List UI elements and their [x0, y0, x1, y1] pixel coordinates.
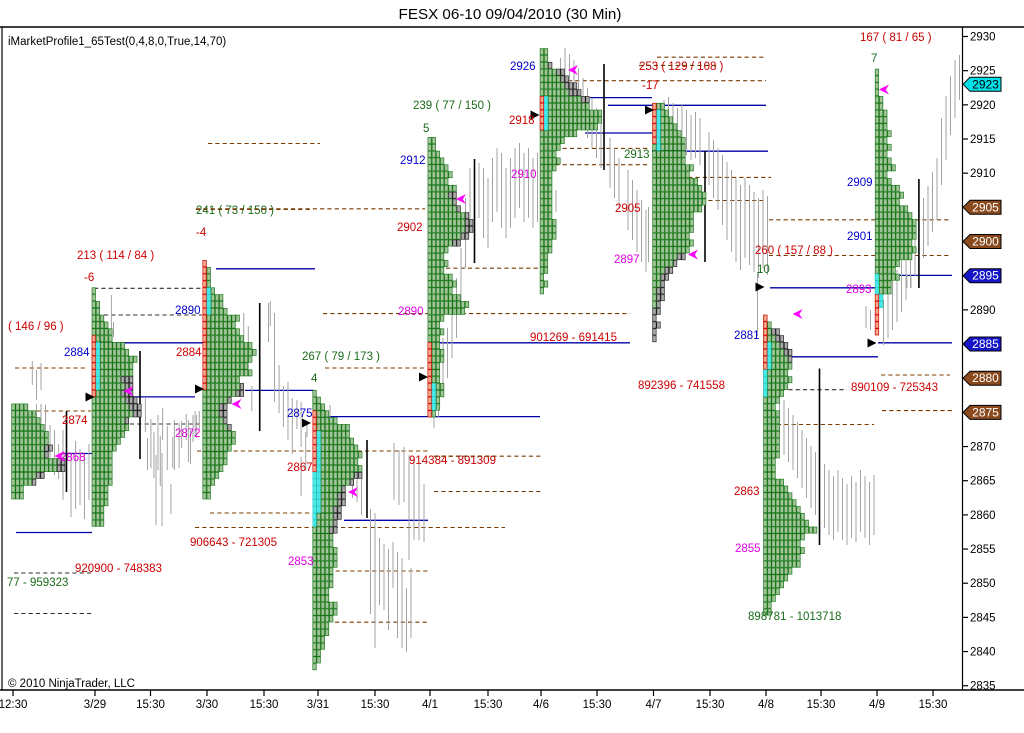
svg-text:2925: 2925 [970, 66, 996, 78]
svg-text:© 2010 NinjaTrader, LLC: © 2010 NinjaTrader, LLC [8, 678, 135, 690]
svg-text:167 ( 81 / 65 ): 167 ( 81 / 65 ) [860, 32, 932, 44]
svg-text:2850: 2850 [970, 578, 996, 590]
svg-text:2895: 2895 [972, 269, 999, 283]
svg-text:2853: 2853 [288, 556, 314, 568]
svg-text:901269 - 691415: 901269 - 691415 [530, 332, 617, 344]
svg-text:15:30: 15:30 [807, 699, 836, 711]
svg-text:2913: 2913 [624, 149, 650, 161]
svg-text:2920: 2920 [970, 100, 996, 112]
svg-text:2860: 2860 [970, 510, 996, 522]
svg-text:2910: 2910 [511, 169, 537, 181]
svg-text:2870: 2870 [970, 442, 996, 454]
svg-text:2845: 2845 [970, 612, 996, 624]
svg-text:2867: 2867 [287, 462, 313, 474]
svg-text:2909: 2909 [847, 177, 873, 189]
svg-text:2890: 2890 [175, 305, 201, 317]
svg-text:2912: 2912 [400, 155, 426, 167]
svg-text:2865: 2865 [970, 476, 996, 488]
svg-text:267 ( 79 / 173 ): 267 ( 79 / 173 ) [302, 351, 380, 363]
svg-text:260 ( 157 / 88 ): 260 ( 157 / 88 ) [755, 245, 833, 257]
svg-text:2890: 2890 [398, 306, 424, 318]
svg-text:920900 - 748383: 920900 - 748383 [75, 563, 162, 575]
svg-text:2875: 2875 [287, 408, 313, 420]
svg-text:4/6: 4/6 [533, 699, 549, 711]
svg-text:2926: 2926 [510, 61, 536, 73]
svg-text:2855: 2855 [735, 543, 761, 555]
svg-text:2863: 2863 [734, 486, 760, 498]
svg-text:( 146 / 96 ): ( 146 / 96 ) [8, 321, 64, 333]
svg-text:914384 - 891309: 914384 - 891309 [409, 455, 496, 467]
svg-text:12:30: 12:30 [0, 699, 27, 711]
svg-text:15:30: 15:30 [696, 699, 725, 711]
svg-text:iMarketProfile1_65Test(0,4,8,0: iMarketProfile1_65Test(0,4,8,0,True,14,7… [8, 36, 226, 48]
svg-text:253 ( 129 / 108 ): 253 ( 129 / 108 ) [639, 61, 724, 73]
svg-text:2930: 2930 [970, 32, 996, 44]
svg-text:3/31: 3/31 [307, 699, 329, 711]
svg-text:3/29: 3/29 [84, 699, 106, 711]
svg-text:2881: 2881 [734, 330, 760, 342]
svg-text:3/30: 3/30 [196, 699, 218, 711]
svg-text:-6: -6 [84, 272, 94, 284]
svg-text:4/7: 4/7 [646, 699, 662, 711]
svg-text:213 ( 114 / 84 ): 213 ( 114 / 84 ) [77, 250, 154, 262]
svg-text:2868: 2868 [60, 452, 86, 464]
svg-text:15:30: 15:30 [250, 699, 279, 711]
svg-text:2872: 2872 [175, 428, 201, 440]
svg-text:2900: 2900 [972, 235, 999, 249]
svg-text:241 ( 73 / 150 ): 241 ( 73 / 150 ) [196, 205, 274, 217]
svg-text:2905: 2905 [972, 200, 999, 214]
svg-text:2901: 2901 [847, 231, 873, 243]
svg-text:2905: 2905 [615, 203, 641, 215]
svg-text:2884: 2884 [176, 347, 202, 359]
svg-text:2890: 2890 [970, 305, 996, 317]
svg-text:2855: 2855 [970, 544, 996, 556]
svg-text:239 ( 77 / 150 ): 239 ( 77 / 150 ) [413, 100, 491, 112]
svg-text:FESX 06-10 09/04/2010 (30 Min: FESX 06-10 09/04/2010 (30 Min) [399, 6, 622, 23]
svg-text:15:30: 15:30 [919, 699, 948, 711]
svg-text:890109 - 725343: 890109 - 725343 [851, 382, 938, 394]
svg-text:2884: 2884 [64, 347, 90, 359]
svg-text:4: 4 [311, 373, 318, 385]
svg-text:2885: 2885 [972, 337, 999, 351]
svg-text:-17: -17 [642, 80, 659, 92]
svg-text:2874: 2874 [62, 415, 88, 427]
svg-text:15:30: 15:30 [136, 699, 165, 711]
svg-text:2915: 2915 [970, 134, 996, 146]
svg-text:10: 10 [757, 264, 770, 276]
svg-text:5: 5 [423, 123, 429, 135]
svg-text:2897: 2897 [614, 254, 640, 266]
svg-text:15:30: 15:30 [361, 699, 390, 711]
svg-text:4/1: 4/1 [422, 699, 438, 711]
svg-text:2875: 2875 [972, 405, 999, 419]
svg-text:2893: 2893 [846, 284, 872, 296]
svg-text:906643 - 721305: 906643 - 721305 [190, 537, 277, 549]
svg-text:-4: -4 [196, 227, 207, 239]
svg-text:7: 7 [871, 53, 877, 65]
svg-text:892396 - 741558: 892396 - 741558 [638, 380, 725, 392]
svg-text:898781 - 1013718: 898781 - 1013718 [748, 611, 841, 623]
svg-text:15:30: 15:30 [583, 699, 612, 711]
svg-text:4/9: 4/9 [869, 699, 885, 711]
svg-text:15:30: 15:30 [474, 699, 503, 711]
svg-text:2910: 2910 [970, 168, 996, 180]
svg-text:2923: 2923 [972, 77, 999, 91]
svg-text:4/8: 4/8 [758, 699, 774, 711]
svg-text:2902: 2902 [397, 222, 423, 234]
svg-text:2835: 2835 [970, 681, 996, 693]
svg-text:2840: 2840 [970, 647, 996, 659]
svg-text:2880: 2880 [972, 371, 999, 385]
svg-text:2918: 2918 [509, 115, 535, 127]
svg-text:77 - 959323: 77 - 959323 [7, 577, 68, 589]
